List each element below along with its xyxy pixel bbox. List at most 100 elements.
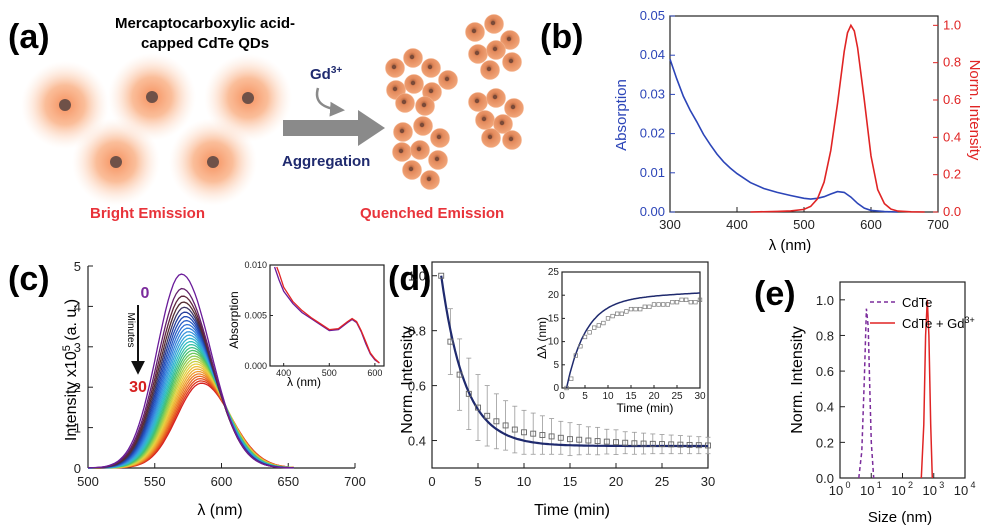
b-y-tick-label-right: 0.2: [943, 167, 961, 182]
d-data-point: [677, 441, 684, 448]
b-y-tick-label-left: 0.01: [640, 165, 665, 180]
aggregated-qd-core: [499, 120, 505, 126]
d-inset-data-point: [596, 323, 601, 328]
b-plot-frame: [669, 15, 939, 213]
c-inset-ylabel: Absorption: [227, 291, 241, 348]
b-y-tick-label-right: 0.6: [943, 92, 961, 107]
d-inset-y-tick-label: 25: [548, 267, 560, 278]
aggregated-qd-core: [421, 102, 427, 108]
c-inset-x-tick-label: 600: [367, 368, 382, 378]
d-inset-data-point: [638, 306, 643, 312]
d-data-point: [521, 429, 527, 436]
d-inset-data-point: [628, 306, 634, 312]
c-inset-x-tick-label: 500: [322, 368, 337, 378]
panel-b-label: (b): [540, 18, 583, 56]
d-x-tick-label: 0: [428, 474, 435, 489]
d-fit-line: [440, 275, 708, 448]
d-xlabel: Time (min): [534, 502, 610, 519]
d-inset-frame: [561, 271, 701, 389]
b-y-tick-label-left: 0.02: [640, 126, 665, 141]
e-x-tick-exp: 2: [908, 480, 913, 490]
e-y-tick-label: 0.2: [816, 435, 834, 450]
b-ylabel-right: Norm. Intensity: [966, 60, 983, 161]
e-y-tick-label: 0.4: [816, 400, 834, 415]
c-arrow-text: Minutes: [125, 312, 136, 347]
d-y-tick-label: 0.8: [408, 324, 426, 339]
d-inset-data-point: [592, 325, 597, 330]
d-inset-data-point: [615, 311, 620, 316]
d-inset-x-tick-label: 10: [602, 391, 614, 402]
c-x-tick-label: 500: [77, 474, 99, 489]
d-y-tick-label: 1.0: [408, 269, 426, 284]
c-x-tick-label: 600: [211, 474, 233, 489]
aggregated-qd-core: [410, 80, 416, 86]
c-inset-x-tick-label: 400: [276, 368, 291, 378]
d-inset-data-point: [651, 302, 657, 307]
d-data-point: [539, 432, 546, 438]
d-inset-data-point: [569, 376, 574, 381]
c-arrow-bottom: 30: [129, 379, 147, 396]
e-x-tick-label: 10: [954, 483, 968, 498]
d-inset-data-point: [587, 330, 592, 335]
aggregated-qd-core: [434, 156, 440, 162]
c-inset-y-tick-label: 0.010: [244, 260, 267, 270]
plot-e: 10 0 10 1 10 2 10 3 10 40.00.20.40.60.81.0: [816, 281, 976, 498]
e-xlabel: Size (nm): [868, 509, 932, 526]
inset-d: 0 5 10 15 20 25 30 0 5 10 15 20 25: [548, 267, 706, 402]
c-spectrum-curve: [88, 382, 294, 469]
d-inset-data-point: [642, 304, 647, 309]
aggregated-qd-core: [506, 36, 512, 42]
aggregated-qd-core: [508, 58, 514, 64]
b-x-tick-label: 600: [860, 217, 882, 232]
d-data-point: [567, 436, 573, 443]
d-data-point: [576, 436, 583, 443]
d-x-tick-label: 30: [701, 474, 715, 489]
aggregation-label: Aggregation: [282, 153, 370, 170]
c-spectrum-curve: [87, 327, 294, 469]
b-xlabel: λ (nm): [769, 237, 812, 254]
e-x-tick-exp: 3: [939, 480, 944, 490]
d-inset-data-point: [679, 297, 684, 302]
plot-d: 0 5 10 15 20 25 30 0.4 0.6 0.8 1.0: [408, 261, 715, 489]
d-data-point: [705, 442, 711, 449]
plot-b: 300 400 500 600 700 0.00 0.01 0.02 0.03 0.04 0.05 0…: [640, 8, 961, 232]
e-y-tick-label: 0.0: [816, 471, 834, 486]
panel-d-label: (d): [388, 260, 431, 298]
c-xlabel: λ (nm): [197, 502, 242, 519]
b-y-tick-label-left: 0.04: [640, 47, 665, 62]
aggregated-qd-core: [481, 116, 487, 122]
e-x-tick-exp: 1: [877, 480, 882, 490]
b-y-tick-label-left: 0.05: [640, 8, 665, 23]
c-spectrum-curve: [87, 323, 294, 469]
d-data-point: [585, 437, 592, 444]
d-inset-y-tick-label: 5: [553, 360, 559, 371]
reagent-label: Gd3+: [310, 65, 342, 83]
panel-e: (e) 10 0 10 1 10 2 10 3 10 40.00.20.40.60.81.0 Si…: [754, 275, 976, 526]
d-inset-fit-line: [565, 292, 700, 388]
d-inset-y-tick-label: 0: [553, 383, 559, 394]
panel-a: (a) Mercaptocarboxylic acid- capped CdTe…: [8, 14, 524, 222]
b-y-tick-label-right: 0.4: [943, 129, 961, 144]
d-inset-x-tick-label: 0: [559, 391, 565, 402]
d-data-point: [686, 441, 693, 448]
inset-c: 400 500 600 0.000 0.005 0.010: [244, 260, 385, 378]
aggregated-qd-group: [385, 14, 524, 190]
bright-qd-core: [242, 92, 254, 104]
d-y-tick-label: 0.6: [408, 379, 426, 394]
bright-qd-core: [207, 156, 219, 168]
e-x-tick-label: 10: [891, 483, 905, 498]
aggregated-qd-core: [428, 88, 434, 94]
b-absorption-line: [669, 58, 898, 213]
d-inset-y-tick-label: 10: [548, 337, 560, 348]
e-legend-cdte-gd: CdTe + Gd3+: [902, 315, 975, 331]
aggregated-qd-core: [471, 28, 477, 34]
b-y-tick-label-right: 1.0: [943, 17, 961, 32]
d-inset-data-point: [693, 300, 698, 305]
d-inset-data-point: [601, 320, 606, 326]
panel-c: (c) 500 550 600 650 700 0 1 2 3 4 5 λ (nm) Intensi…: [8, 259, 385, 519]
d-inset-x-tick-label: 20: [648, 391, 660, 402]
d-data-point: [530, 430, 537, 437]
d-data-point: [456, 371, 463, 378]
d-x-tick-label: 5: [474, 474, 481, 489]
aggregated-qd-core: [486, 66, 492, 72]
